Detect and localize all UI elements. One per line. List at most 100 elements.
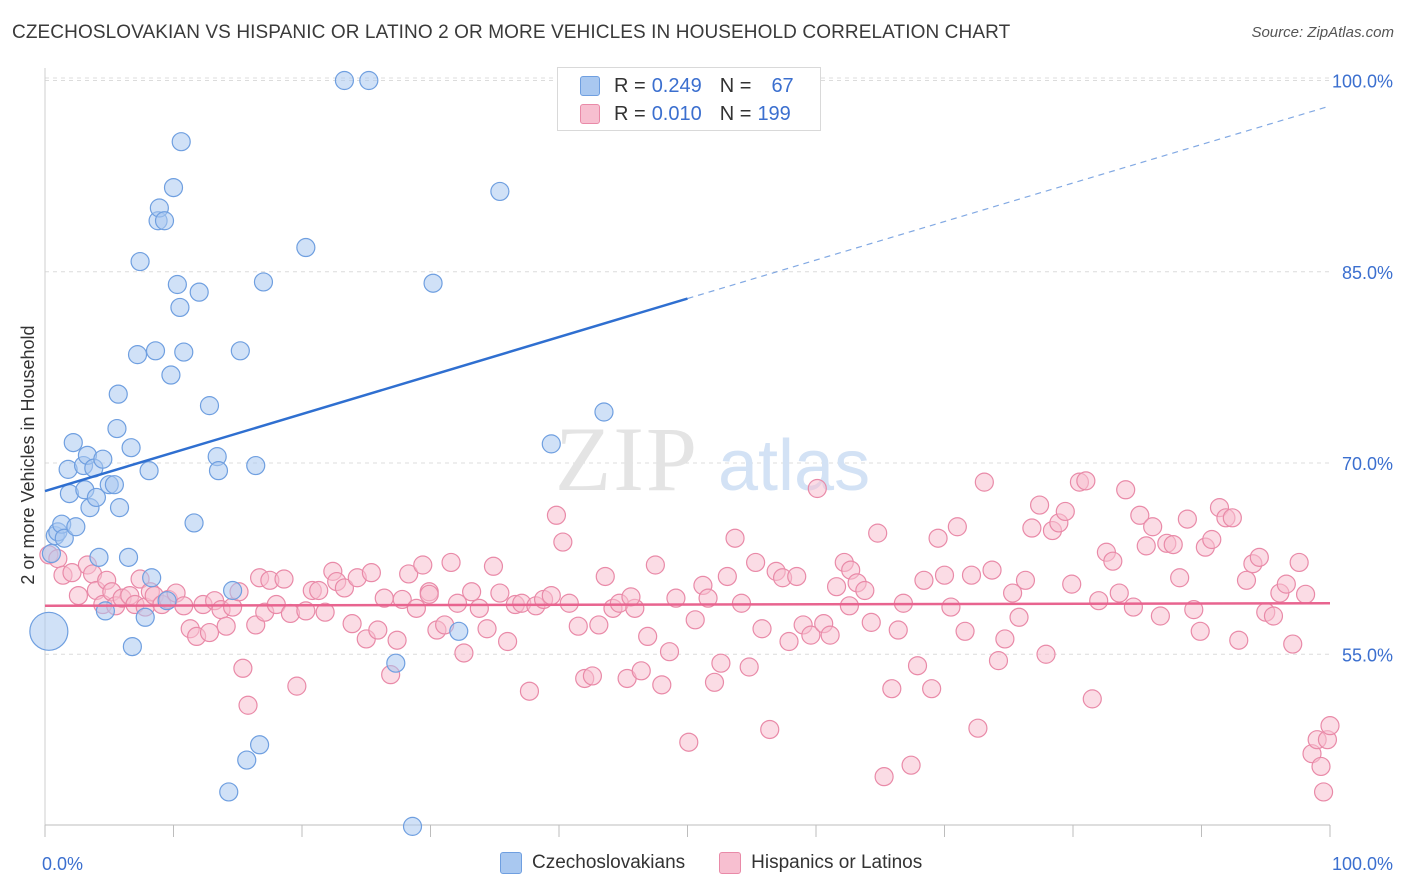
hispanics-point [1015, 570, 1036, 590]
hispanics-point [469, 598, 489, 618]
legend-n-value: 199 [757, 102, 791, 125]
legend-n-label: N = [719, 102, 752, 125]
czechoslovakians-point [121, 438, 141, 458]
hispanics-point [216, 616, 236, 636]
czechoslovakians-point [161, 365, 181, 385]
hispanics-point [553, 532, 573, 552]
hispanics-point [1263, 606, 1284, 626]
czechoslovakians-point [109, 498, 130, 518]
hispanics-point [387, 630, 407, 650]
hispanics-point [1190, 621, 1210, 641]
grid-lines [45, 77, 1330, 655]
hispanics-point [1283, 634, 1303, 654]
hispanics-point [1184, 600, 1204, 620]
source-label: Source: ZipAtlas.com [1251, 24, 1394, 41]
hispanics-point [638, 626, 658, 647]
czechoslovakians-point [402, 816, 423, 836]
hispanics-point [988, 651, 1009, 671]
hispanics-point [1116, 480, 1136, 500]
hispanics-point [498, 631, 518, 652]
hispanics-point [1076, 471, 1096, 491]
hispanics-point [399, 564, 419, 584]
czechoslovakians-point [594, 402, 614, 422]
watermark-atlas: atlas [718, 426, 870, 506]
series-czechoslovakians-points [29, 70, 614, 836]
czechoslovakians-point [154, 211, 175, 231]
hispanics-point [233, 658, 253, 678]
hispanics-point [666, 588, 686, 608]
y-tick-label: 70.0% [1342, 454, 1393, 474]
hispanics-point [820, 625, 840, 645]
czechoslovakians-point [423, 273, 443, 293]
czechoslovakians-point [130, 251, 150, 272]
hispanics-point [1311, 756, 1331, 777]
czechoslovakians-point [86, 487, 107, 508]
hispanics-point [961, 565, 982, 585]
hispanics-point [698, 588, 718, 608]
hispanics-point [413, 555, 433, 575]
hispanics-point [922, 679, 942, 699]
series-hispanics-points [39, 471, 1340, 802]
hispanics-point [888, 620, 908, 640]
hispanics-point [807, 478, 827, 499]
hispanics-point [274, 569, 294, 589]
czechoslovakians-point [184, 513, 204, 533]
czechoslovakians-point [237, 750, 257, 770]
hispanics-point [309, 580, 329, 601]
hispanics-point [1295, 584, 1316, 604]
hispanics-point [717, 566, 737, 587]
hispanics-point [541, 585, 561, 606]
hispanics-point [861, 612, 881, 632]
hispanics-point [490, 583, 510, 603]
hispanics-point [621, 587, 641, 607]
axes [44, 68, 1331, 837]
czechoslovakians-point [253, 272, 274, 292]
legend-row-hispanics: R = 0.010 N = 199 [580, 101, 791, 127]
legend-item-czechoslovakians: Czechoslovakians [500, 852, 685, 874]
hispanics-point [546, 505, 567, 525]
hispanics-point [725, 528, 745, 548]
hispanics-point [1109, 583, 1129, 603]
czechoslovakians-point [107, 418, 127, 439]
y-axis-title: 2 or more Vehicles in Household [18, 325, 38, 584]
hispanics-point [1089, 591, 1109, 611]
hispanics-point [1022, 518, 1042, 538]
hispanics-point [1150, 606, 1170, 626]
hispanics-point [1003, 583, 1023, 603]
czechoslovakians-trend-extension [687, 105, 1331, 300]
hispanics-point [1289, 552, 1309, 573]
hispanics-point [1202, 529, 1222, 550]
hispanics-point [1249, 547, 1269, 567]
czechoslovakians-point [104, 475, 124, 495]
hispanics-point [1036, 644, 1056, 664]
hispanics-trend-line [44, 602, 1331, 608]
hispanics-point [914, 570, 934, 590]
czechoslovakians-point [163, 178, 184, 198]
hispanics-point [711, 653, 731, 673]
legend-swatch-blue [580, 76, 600, 96]
hispanics-point [739, 657, 759, 677]
czechoslovakians-point [170, 297, 190, 318]
hispanics-point [652, 675, 672, 695]
czechoslovakians-trend-line [44, 297, 688, 493]
czechoslovakians-point [127, 345, 148, 365]
y-tick-label: 100.0% [1332, 72, 1393, 92]
legend-r-label: R = [614, 102, 646, 125]
czechoslovakians-point [199, 396, 220, 416]
czechoslovakians-point [167, 274, 187, 295]
series-legend: Czechoslovakians Hispanics or Latinos [500, 852, 956, 874]
czechoslovakians-point [208, 461, 229, 481]
hispanics-point [1163, 534, 1183, 555]
legend-n-label: N = [719, 74, 752, 97]
czechoslovakians-point [359, 70, 379, 91]
hispanics-point [519, 681, 540, 701]
hispanics-point [839, 596, 860, 616]
hispanics-point [419, 584, 439, 604]
hispanics-point [1062, 574, 1082, 594]
hispanics-point [941, 597, 961, 617]
hispanics-point [1136, 536, 1156, 556]
hispanics-point [1103, 551, 1123, 571]
hispanics-point [868, 523, 888, 543]
x-tick-label: 100.0% [1332, 854, 1393, 874]
